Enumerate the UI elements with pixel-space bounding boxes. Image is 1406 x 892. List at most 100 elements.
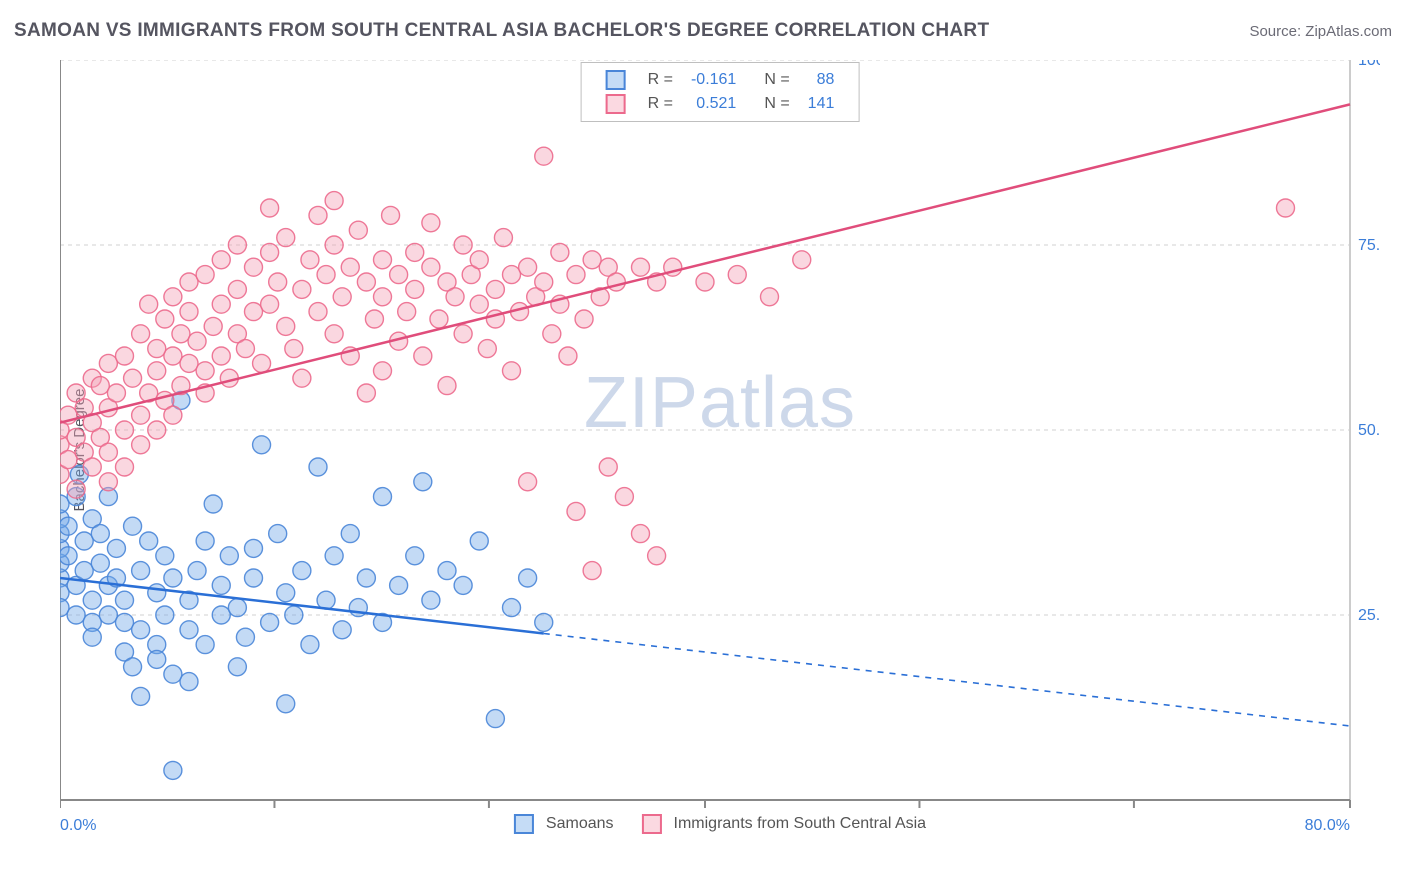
data-point <box>116 591 134 609</box>
y-tick-label: 25.0% <box>1358 607 1380 624</box>
data-point <box>293 280 311 298</box>
data-point <box>341 525 359 543</box>
data-point <box>236 628 254 646</box>
chart-title: SAMOAN VS IMMIGRANTS FROM SOUTH CENTRAL … <box>14 20 989 42</box>
data-point <box>164 406 182 424</box>
data-point <box>317 591 335 609</box>
data-point <box>140 532 158 550</box>
data-point <box>503 362 521 380</box>
data-point <box>132 436 150 454</box>
data-point <box>269 525 287 543</box>
data-point <box>196 266 214 284</box>
data-point <box>180 273 198 291</box>
data-point <box>245 569 263 587</box>
x-tick-label: 80.0% <box>1305 817 1350 834</box>
legend-n-label: N = <box>746 69 797 91</box>
data-point <box>583 562 601 580</box>
data-point <box>132 687 150 705</box>
x-tick-label: 0.0% <box>60 817 96 834</box>
data-point <box>599 458 617 476</box>
data-point <box>140 295 158 313</box>
data-point <box>293 562 311 580</box>
data-point <box>228 236 246 254</box>
data-point <box>132 621 150 639</box>
data-point <box>148 362 166 380</box>
data-point <box>261 199 279 217</box>
data-point <box>438 562 456 580</box>
data-point <box>470 532 488 550</box>
data-point <box>430 310 448 328</box>
legend-r-label: R = <box>640 69 681 91</box>
data-point <box>180 621 198 639</box>
data-point <box>253 436 271 454</box>
source-label: Source: ZipAtlas.com <box>1249 23 1392 40</box>
data-point <box>148 421 166 439</box>
data-point <box>212 576 230 594</box>
data-point <box>309 303 327 321</box>
scatter-plot: 25.0%50.0%75.0%100.0%0.0%80.0% <box>60 60 1380 840</box>
data-point <box>156 606 174 624</box>
data-point <box>116 421 134 439</box>
legend-n-value: 141 <box>800 93 843 115</box>
data-point <box>414 473 432 491</box>
data-point <box>60 517 77 535</box>
legend-label: Immigrants from South Central Asia <box>674 815 927 833</box>
data-point <box>91 525 109 543</box>
data-point <box>180 354 198 372</box>
data-point <box>180 303 198 321</box>
data-point <box>261 295 279 313</box>
data-point <box>164 288 182 306</box>
data-point <box>285 340 303 358</box>
data-point <box>148 650 166 668</box>
chart-area: Bachelor's Degree ZIPatlas 25.0%50.0%75.… <box>60 60 1380 840</box>
data-point <box>583 251 601 269</box>
data-point <box>116 347 134 365</box>
data-point <box>325 547 343 565</box>
data-point <box>607 273 625 291</box>
data-point <box>253 354 271 372</box>
data-point <box>196 532 214 550</box>
legend-r-label: R = <box>640 93 681 115</box>
data-point <box>793 251 811 269</box>
data-point <box>454 236 472 254</box>
data-point <box>124 658 142 676</box>
data-point <box>503 266 521 284</box>
data-point <box>75 562 93 580</box>
data-point <box>301 251 319 269</box>
data-point <box>156 547 174 565</box>
data-point <box>357 569 375 587</box>
data-point <box>228 658 246 676</box>
data-point <box>632 525 650 543</box>
data-point <box>551 243 569 261</box>
data-point <box>204 317 222 335</box>
y-tick-label: 75.0% <box>1358 237 1380 254</box>
data-point <box>212 347 230 365</box>
data-point <box>156 310 174 328</box>
data-point <box>245 303 263 321</box>
data-point <box>245 258 263 276</box>
data-point <box>648 547 666 565</box>
data-point <box>470 251 488 269</box>
data-point <box>728 266 746 284</box>
data-point <box>535 147 553 165</box>
data-point <box>454 576 472 594</box>
data-point <box>124 517 142 535</box>
data-point <box>60 451 77 469</box>
data-point <box>357 273 375 291</box>
data-point <box>333 288 351 306</box>
data-point <box>196 636 214 654</box>
legend-swatch <box>606 94 626 114</box>
data-point <box>374 488 392 506</box>
data-point <box>124 369 142 387</box>
data-point <box>285 606 303 624</box>
legend-swatch <box>514 814 534 834</box>
legend-series: SamoansImmigrants from South Central Asi… <box>514 814 926 834</box>
data-point <box>204 495 222 513</box>
data-point <box>535 613 553 631</box>
data-point <box>486 710 504 728</box>
data-point <box>382 206 400 224</box>
data-point <box>374 288 392 306</box>
data-point <box>148 340 166 358</box>
data-point <box>83 458 101 476</box>
data-point <box>503 599 521 617</box>
